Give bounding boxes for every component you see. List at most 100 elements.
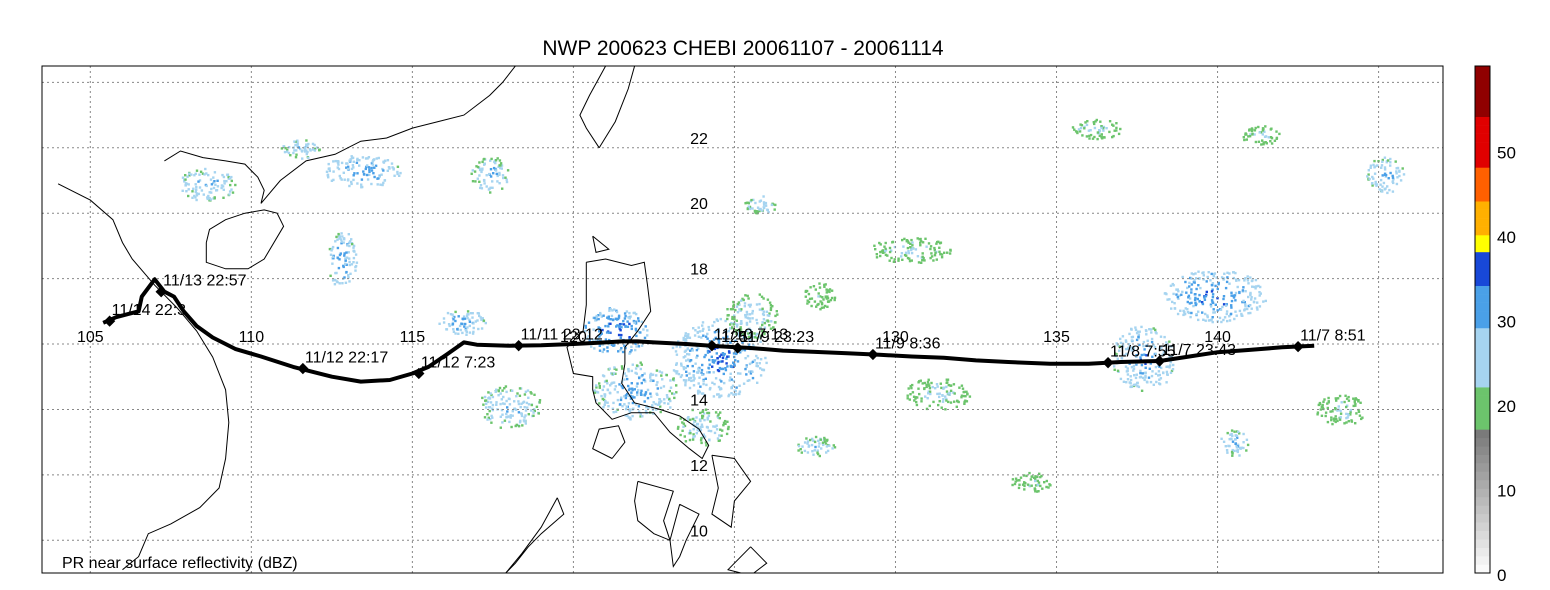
rain-cell — [1242, 125, 1281, 146]
lat-label: 20 — [690, 196, 708, 213]
lon-label: 105 — [77, 329, 104, 346]
colorbar-step — [1475, 429, 1490, 439]
track-point-marker — [513, 340, 525, 352]
colorbar-step — [1475, 387, 1490, 396]
colorbar-step — [1475, 277, 1490, 286]
plot-frame — [41, 65, 1444, 574]
rain-cell — [280, 139, 321, 160]
track-point-marker — [1102, 357, 1114, 369]
colorbar-step — [1475, 260, 1490, 270]
colorbar-step — [1475, 412, 1490, 422]
rain-cell — [1071, 118, 1122, 141]
track-point-label: 11/11 23:12 — [521, 327, 603, 344]
colorbar-step — [1475, 547, 1490, 557]
map-title: NWP 200623 CHEBI 20061107 - 20061114 — [542, 37, 944, 60]
coastline — [592, 425, 626, 459]
colorbar-step — [1475, 505, 1490, 515]
coastline — [592, 235, 610, 254]
lon-label: 115 — [400, 329, 426, 346]
colorbar-step — [1475, 294, 1490, 303]
track-point-label: 11/7 8:51 — [1300, 328, 1366, 345]
track-point-label: 11/7 23:43 — [1162, 342, 1237, 359]
colorbar-step — [1475, 463, 1490, 472]
lat-label: 12 — [690, 458, 708, 475]
coastline — [164, 66, 516, 204]
lat-label: 22 — [690, 131, 708, 148]
colorbar-tick-label: 50 — [1497, 144, 1516, 163]
lat-label: 14 — [690, 392, 708, 409]
colorbar-step — [1475, 226, 1490, 236]
rain-cell — [1316, 394, 1364, 426]
track-point-marker — [1292, 340, 1304, 353]
colorbar-step — [1475, 395, 1490, 405]
colorbar-step — [1475, 66, 1490, 75]
colorbar-step — [1475, 556, 1490, 565]
track-point-label: 11/9 8:36 — [875, 335, 941, 352]
coastline — [669, 503, 700, 568]
lon-label: 110 — [239, 329, 265, 346]
colorbar-step — [1475, 116, 1490, 126]
rain-cell — [181, 167, 237, 202]
rain-cell — [583, 307, 649, 355]
colorbar-tick-label: 20 — [1497, 397, 1516, 416]
track-point-marker — [1153, 355, 1166, 367]
lon-label: 130 — [882, 329, 909, 346]
colorbar-step — [1475, 175, 1490, 185]
coastline — [566, 258, 710, 460]
lat-label: 18 — [690, 262, 708, 279]
colorbar-tick-label: 30 — [1497, 313, 1516, 332]
rain-cell — [1220, 429, 1250, 457]
rain-cell — [726, 293, 779, 340]
track-point-label: 11/12 22:17 — [305, 350, 388, 367]
rain-cell — [325, 155, 402, 189]
colorbar-step — [1475, 539, 1490, 548]
track-point-label: 11/12 7:23 — [421, 354, 496, 371]
colorbar-step — [1475, 302, 1490, 312]
rain-cell — [797, 435, 837, 458]
colorbar-step — [1475, 471, 1490, 481]
coastline — [205, 209, 285, 270]
colorbar-step — [1475, 108, 1490, 117]
colorbar-step — [1475, 454, 1490, 464]
colorbar-step — [1475, 404, 1490, 413]
colorbar-step — [1475, 74, 1490, 84]
coastline — [579, 66, 607, 149]
colorbar-step — [1475, 361, 1490, 371]
coastlines — [57, 66, 768, 573]
rain-cell — [744, 195, 777, 215]
rain-cell — [906, 378, 972, 411]
track-point-label: 11/10 7:13 — [714, 327, 789, 344]
colorbar-step — [1475, 133, 1490, 143]
lon-label: 125 — [721, 329, 748, 346]
colorbar-step — [1475, 311, 1490, 320]
rain-cell — [593, 361, 678, 421]
colorbar-step — [1475, 150, 1490, 160]
track-point-label: 11/8 7:55 — [1110, 344, 1176, 361]
colorbar-step — [1475, 530, 1490, 540]
gridlines — [42, 66, 1443, 573]
colorbar-step — [1475, 167, 1490, 177]
rain-cell — [671, 317, 768, 399]
rain-cell — [328, 232, 359, 286]
colorbar-step — [1475, 142, 1490, 151]
coastline — [57, 183, 230, 571]
rain-cell — [470, 157, 510, 194]
coastline — [727, 546, 768, 573]
track-line — [102, 277, 1315, 384]
colorbar-step — [1475, 125, 1490, 134]
footnote: PR near surface reflectivity (dBZ) — [62, 555, 298, 572]
colorbar-step — [1475, 184, 1490, 194]
colorbar-step — [1475, 522, 1490, 532]
colorbar-step — [1475, 91, 1490, 101]
track-point-label: 11/9 23:23 — [740, 329, 815, 346]
coastline — [711, 454, 752, 529]
storm-track — [102, 277, 1315, 384]
colorbar-step — [1475, 480, 1490, 489]
track-point-marker — [297, 362, 309, 375]
track-point-label: 11/13 22:57 — [163, 273, 246, 290]
lon-label: 135 — [1043, 329, 1070, 346]
colorbar-step — [1475, 319, 1490, 329]
rain-cell — [481, 385, 542, 429]
